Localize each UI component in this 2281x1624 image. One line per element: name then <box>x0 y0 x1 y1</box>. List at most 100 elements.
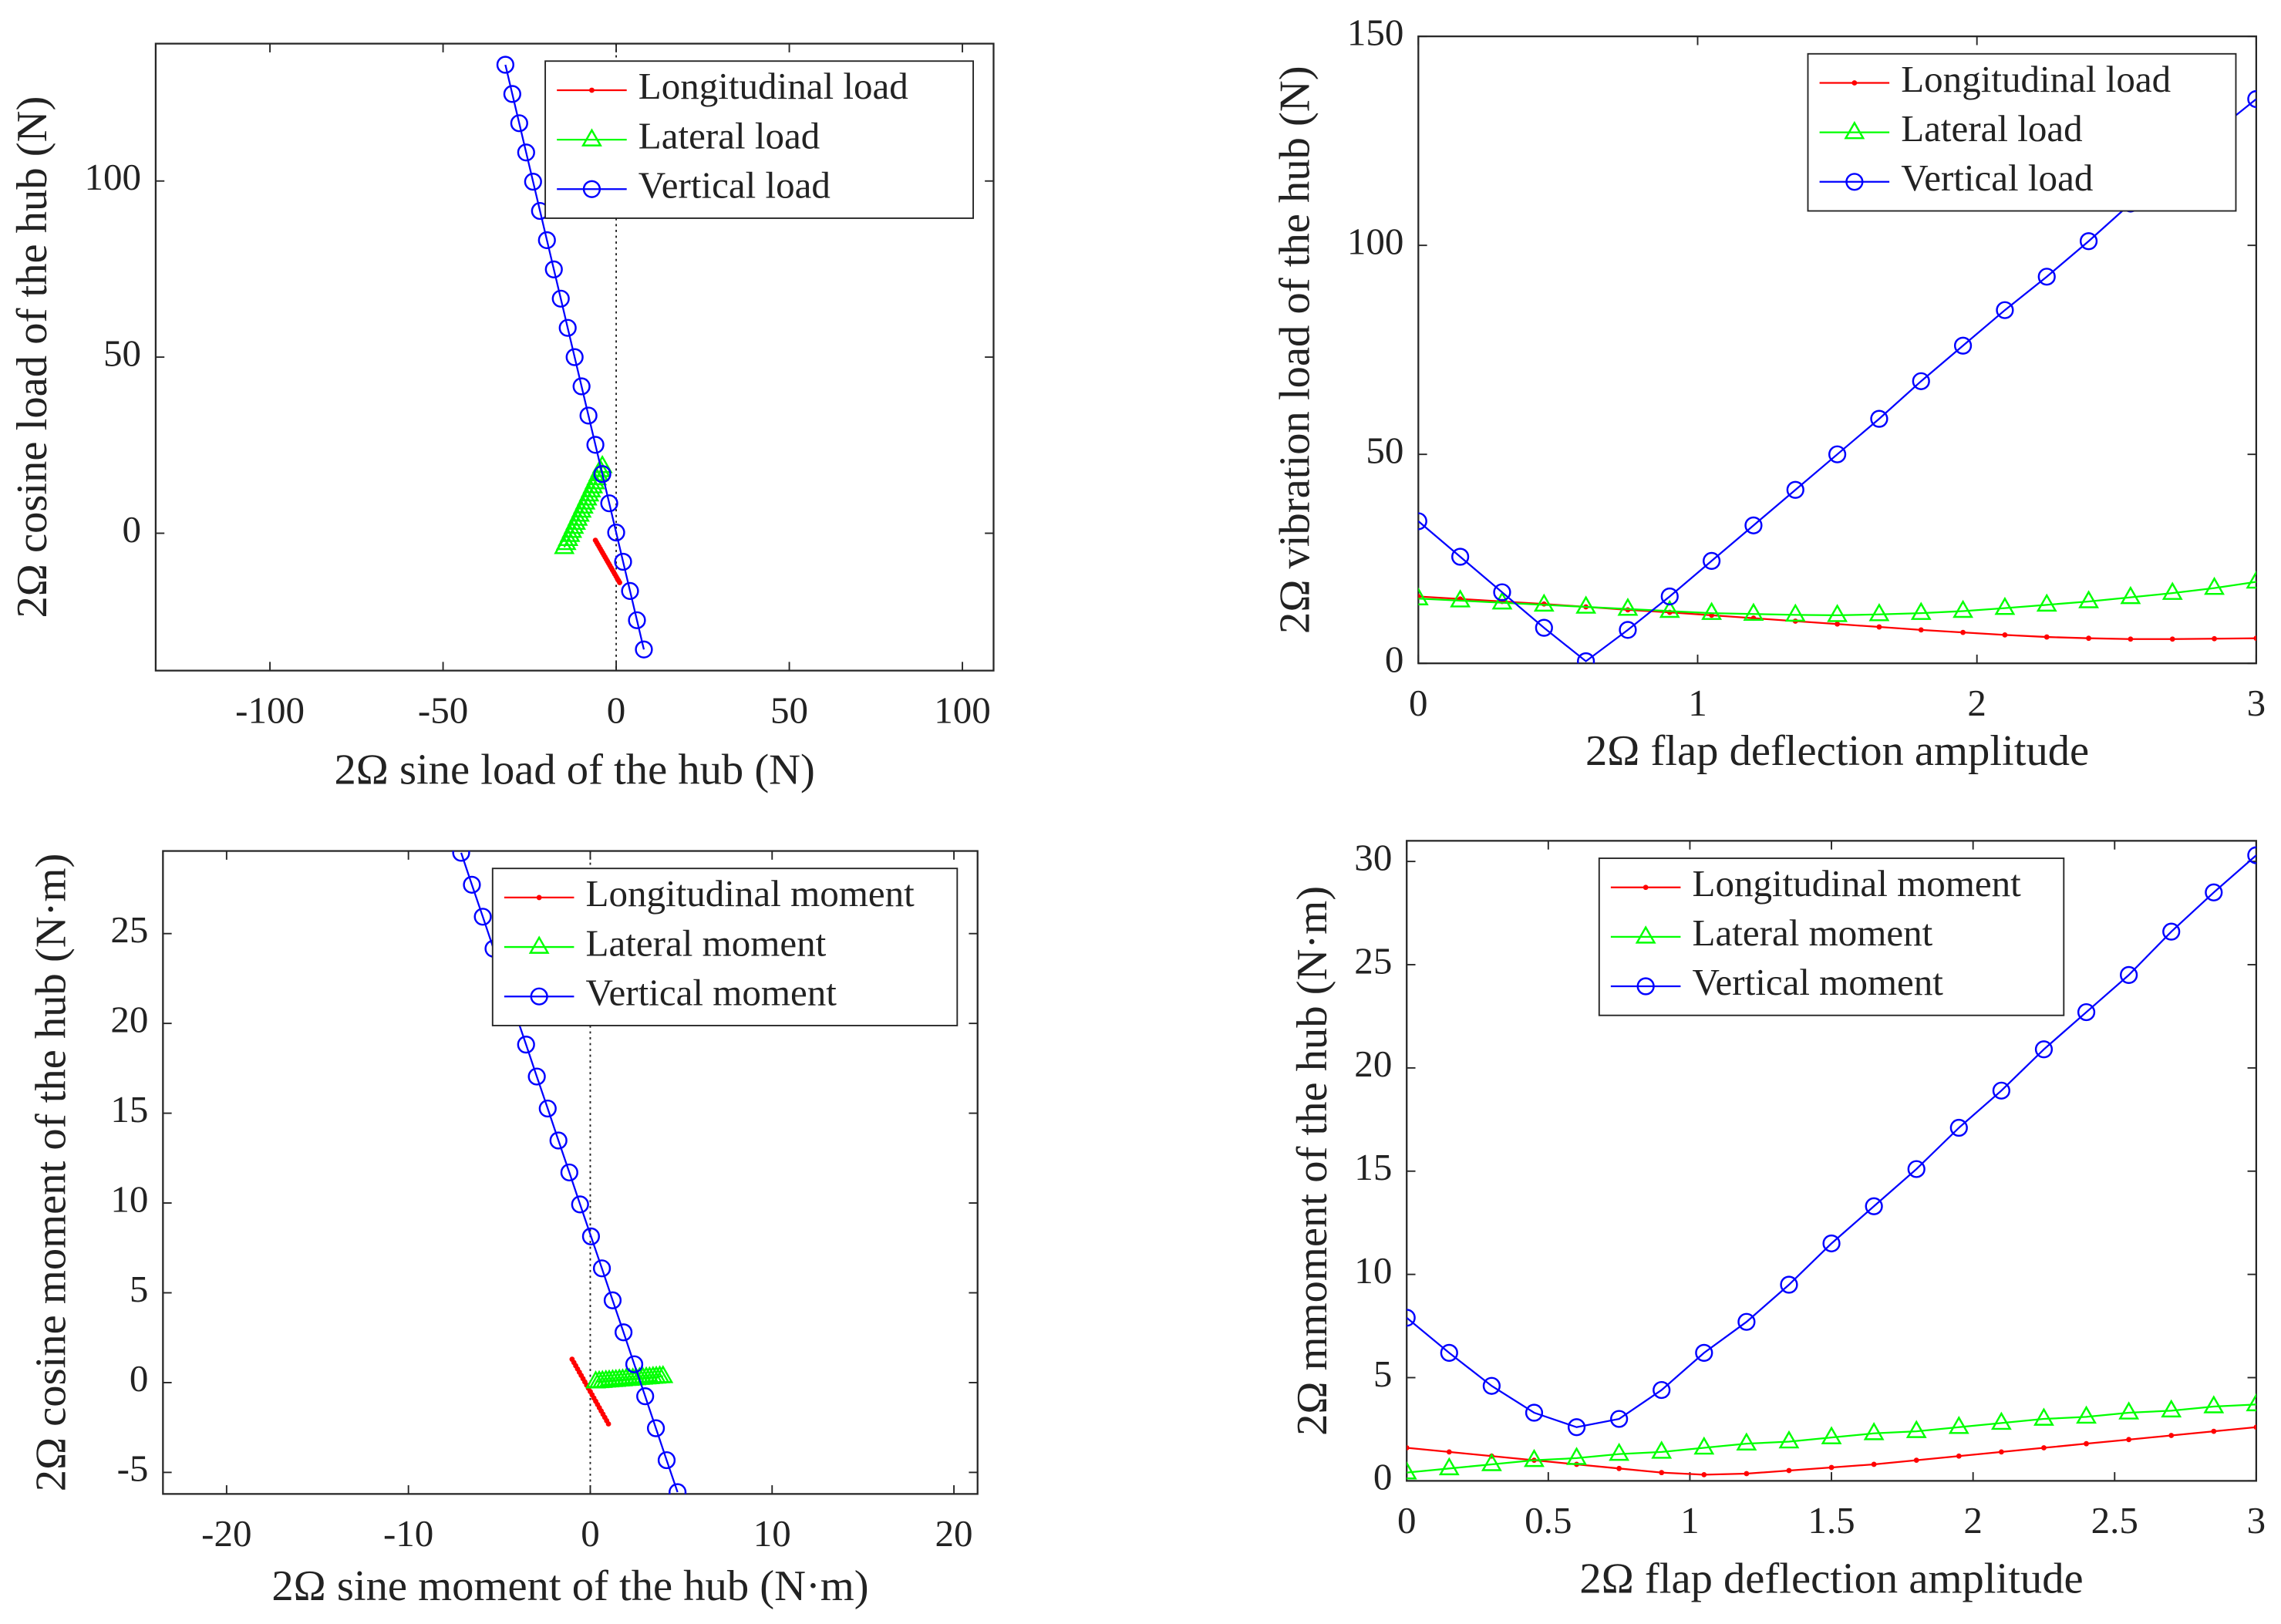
y-tick-label: 0 <box>123 508 142 551</box>
marker <box>1577 652 1595 664</box>
legend: Longitudinal moment Lateral moment Vertica… <box>491 868 959 1026</box>
marker <box>1994 596 2016 615</box>
legend-label: Lateral load <box>638 114 820 157</box>
marker <box>496 56 514 74</box>
marker <box>1701 1471 1707 1477</box>
marker <box>1744 1471 1750 1477</box>
legend-marker <box>581 128 602 147</box>
legend-marker <box>1844 120 1865 140</box>
marker <box>1535 618 1553 637</box>
marker <box>1440 1343 1458 1362</box>
marker <box>1659 599 1680 618</box>
marker <box>2036 593 2057 612</box>
marker <box>2211 1428 2217 1434</box>
legend-marker <box>582 180 601 198</box>
marker <box>579 406 598 425</box>
marker <box>1491 591 1513 610</box>
y-tick-label: 150 <box>1347 11 1404 53</box>
marker <box>2246 1393 2256 1412</box>
y-tick-label: -5 <box>117 1447 149 1490</box>
legend-marker <box>1636 977 1655 996</box>
y-tick-label: 100 <box>1347 220 1404 262</box>
series-line <box>504 64 645 650</box>
marker <box>1524 1448 1545 1467</box>
x-tick-label: 0 <box>1397 1499 1417 1541</box>
y-tick-label: 50 <box>1366 429 1403 471</box>
marker <box>1653 1380 1671 1400</box>
marker <box>1913 1457 1919 1463</box>
chart: 0 1 2 3 0 50 100 150 2Ω flap deflection amplitud… <box>1272 11 2266 775</box>
legend-label: Lateral moment <box>586 922 827 964</box>
marker <box>2162 922 2181 941</box>
marker <box>1418 512 1427 531</box>
y-tick-label: 30 <box>1354 836 1392 878</box>
y-tick-label: 50 <box>103 332 141 374</box>
marker <box>614 552 632 571</box>
y-tick-label: 5 <box>1373 1353 1393 1395</box>
x-tick-label: 2.5 <box>2091 1499 2138 1541</box>
marker <box>635 640 653 659</box>
marker <box>617 580 622 585</box>
marker <box>592 1259 612 1278</box>
marker <box>1533 593 1555 612</box>
series-line <box>1407 854 2256 1428</box>
marker <box>615 1323 633 1342</box>
legend-label: Vertical load <box>1901 157 2093 199</box>
marker <box>2253 635 2256 642</box>
x-tick-label: 0.5 <box>1525 1499 1572 1541</box>
marker <box>1743 602 1764 622</box>
marker <box>625 1355 644 1373</box>
marker <box>2205 883 2223 901</box>
legend-marker <box>1643 884 1649 891</box>
marker <box>2126 1437 2132 1443</box>
marker <box>503 85 521 103</box>
x-tick-label: -50 <box>418 689 468 731</box>
marker <box>1992 1081 2010 1100</box>
x-tick-label: 1.5 <box>1808 1499 1855 1541</box>
x-tick-label: 0 <box>581 1512 600 1555</box>
marker <box>2034 1040 2054 1059</box>
y-axis-label: 2Ω mmoment of the hub (N·m) <box>1289 886 1336 1436</box>
marker <box>517 143 535 162</box>
y-tick-label: 0 <box>130 1357 149 1400</box>
marker <box>517 1036 535 1054</box>
marker <box>1693 1436 1715 1455</box>
x-tick-label: 3 <box>2247 682 2266 724</box>
legend: Longitudinal load Lateral load Vertical lo… <box>544 60 975 219</box>
marker <box>2203 1395 2225 1413</box>
marker <box>1450 589 1471 608</box>
x-tick-label: 20 <box>935 1512 973 1555</box>
marker <box>1744 516 1763 534</box>
x-tick-label: 100 <box>934 689 991 731</box>
y-axis-label: 2Ω vibration load of the hub (N) <box>1272 66 1319 634</box>
marker <box>1609 1442 1630 1461</box>
marker <box>510 114 528 133</box>
marker <box>1905 1420 1927 1438</box>
marker <box>593 465 612 483</box>
x-axis-label: 2Ω sine load of the hub (N) <box>334 746 814 794</box>
series-group <box>1418 89 2256 664</box>
marker <box>1868 603 1890 622</box>
marker <box>1822 1234 1841 1253</box>
marker <box>2253 1424 2256 1430</box>
y-tick-label: 25 <box>110 908 148 951</box>
marker <box>1960 629 1966 635</box>
marker <box>2247 846 2256 864</box>
marker <box>2120 965 2138 984</box>
series-line <box>1418 581 2256 617</box>
marker <box>551 289 570 308</box>
legend-label: Vertical moment <box>586 971 837 1013</box>
marker <box>2246 570 2256 589</box>
x-tick-label: -10 <box>383 1512 433 1555</box>
marker <box>560 1163 578 1182</box>
marker <box>600 494 618 513</box>
marker <box>1990 1411 2012 1430</box>
x-axis-label: 2Ω flap deflection amplitude <box>1585 727 2089 775</box>
y-tick-label: 5 <box>130 1268 149 1310</box>
marker <box>1660 587 1679 606</box>
marker <box>628 611 646 629</box>
marker <box>1610 1410 1629 1428</box>
marker <box>2086 635 2091 642</box>
marker <box>544 260 563 278</box>
marker <box>1865 1197 1883 1215</box>
